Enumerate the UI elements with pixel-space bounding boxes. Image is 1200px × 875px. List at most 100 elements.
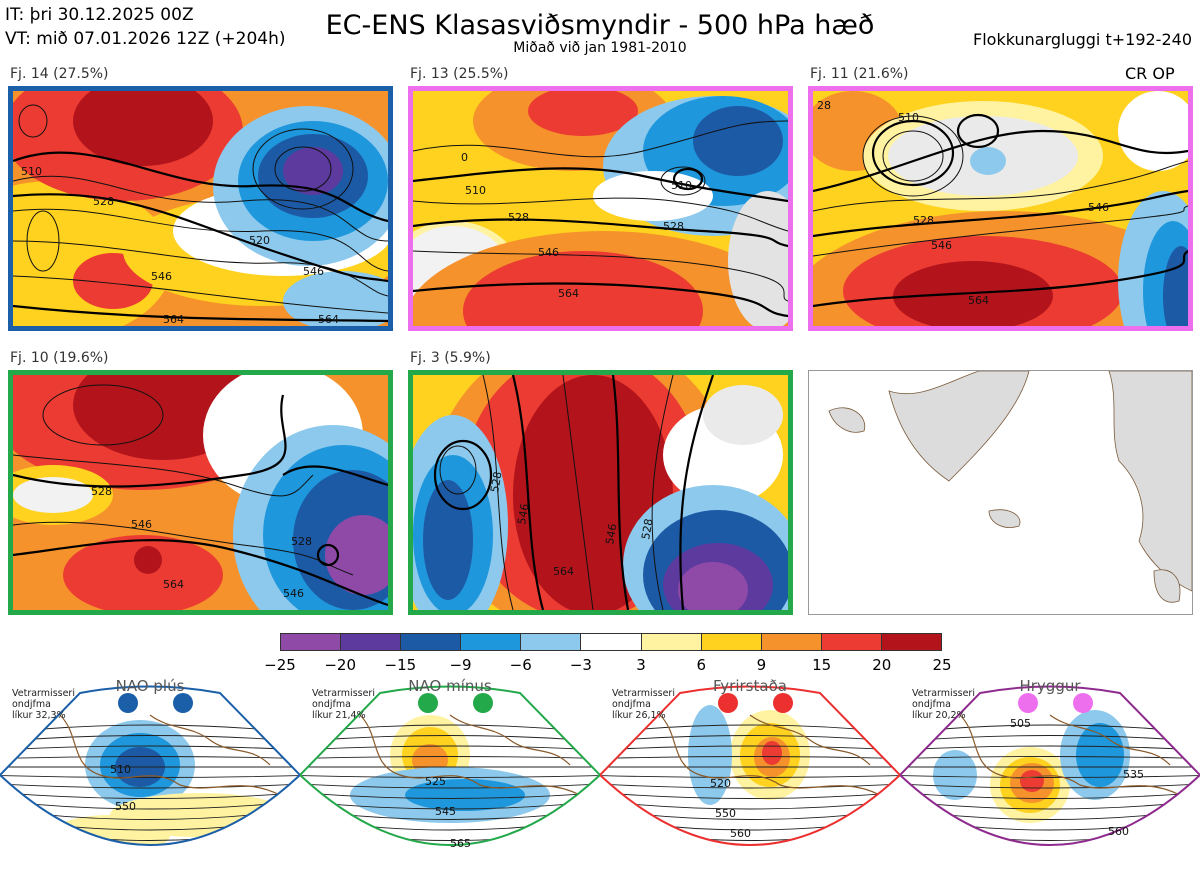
regime-panel[interactable]: 525 545 565: [298, 675, 602, 871]
colorbar-cell: [641, 634, 702, 650]
svg-text:546: 546: [151, 270, 172, 283]
regime-contour-label: 550: [115, 800, 136, 813]
regime-note-line: líkur 26,1%: [612, 710, 666, 721]
regime-marker-dot: [718, 693, 738, 713]
regime-note-line: ondjfma: [612, 699, 651, 710]
svg-text:520: 520: [249, 234, 270, 247]
panel-label-5: Fj. 3 (5.9%): [410, 350, 491, 366]
regime-note-line: líkur 21,4%: [312, 710, 366, 721]
regime-contour-label: 525: [425, 775, 446, 788]
panel-label-1: Fj. 14 (27.5%): [10, 66, 109, 82]
svg-text:510: 510: [671, 179, 692, 192]
colorbar-cell: [761, 634, 822, 650]
regime-marker-dot: [773, 693, 793, 713]
regime-marker-dot: [1073, 693, 1093, 713]
svg-text:546: 546: [515, 503, 531, 526]
base-map-empty: [808, 370, 1193, 615]
regime-note-line: Vetrarmisseri: [12, 688, 75, 699]
regime-note-line: Vetrarmisseri: [312, 688, 375, 699]
regime-note-line: líkur 32,3%: [12, 710, 66, 721]
svg-text:564: 564: [553, 565, 574, 578]
regime-title: NAO mínus: [408, 677, 492, 695]
regime-probability-note: Vetrarmisseri ondjfma líkur 21,4%: [312, 688, 375, 721]
regime-note-line: ondjfma: [12, 699, 51, 710]
svg-text:528: 528: [508, 211, 529, 224]
svg-text:528: 528: [639, 518, 655, 541]
svg-text:528: 528: [663, 220, 684, 233]
regime-panel[interactable]: 505 535 560: [898, 675, 1200, 871]
regime-title: Fyrirstaða: [713, 677, 787, 695]
cluster-map-5[interactable]: 528 546 564 546 528: [408, 370, 793, 615]
colorbar-cell: [701, 634, 762, 650]
colorbar-cell: [581, 634, 642, 650]
regime-marker-dot: [173, 693, 193, 713]
colorbar-cell: [521, 634, 582, 650]
regime-contour-label: 565: [450, 837, 471, 850]
svg-text:528: 528: [291, 535, 312, 548]
svg-text:528: 528: [913, 214, 934, 227]
svg-text:528: 528: [488, 471, 504, 494]
svg-text:546: 546: [931, 239, 952, 252]
svg-text:546: 546: [538, 246, 559, 259]
cluster-map-2[interactable]: 0 510 528 546 564 510 528: [408, 86, 793, 331]
svg-text:528: 528: [93, 195, 114, 208]
svg-text:510: 510: [465, 184, 486, 197]
regime-note-line: ondjfma: [912, 699, 951, 710]
regime-marker-dot: [1018, 693, 1038, 713]
classification-window: Flokkunargluggi t+192-240: [973, 30, 1192, 49]
colorbar-tick-label: −25: [264, 656, 296, 674]
regime-panel[interactable]: 510 550: [0, 675, 302, 871]
svg-text:0: 0: [461, 151, 468, 164]
regime-contour-label: 545: [435, 805, 456, 818]
svg-text:564: 564: [163, 578, 184, 591]
colorbar-cell: [881, 634, 942, 650]
regime-probability-note: Vetrarmisseri ondjfma líkur 20,2%: [912, 688, 975, 721]
panel-label-2: Fj. 13 (25.5%): [410, 66, 509, 82]
colorbar-cell: [341, 634, 402, 650]
svg-text:546: 546: [1088, 201, 1109, 214]
regime-probability-note: Vetrarmisseri ondjfma líkur 32,3%: [12, 688, 75, 721]
regime-title: Hryggur: [1019, 677, 1081, 695]
cluster-map-3[interactable]: 28 510 528 546 564 546: [808, 86, 1193, 331]
regime-title: NAO plús: [115, 677, 185, 695]
svg-text:546: 546: [131, 518, 152, 531]
regime-note-line: líkur 20,2%: [912, 710, 966, 721]
colorbar-cell: [281, 634, 342, 650]
colorbar-cell: [401, 634, 462, 650]
svg-text:546: 546: [303, 265, 324, 278]
colorbar-tick-label: 20: [872, 656, 892, 674]
colorbar-tick-label: 25: [932, 656, 952, 674]
svg-text:564: 564: [163, 313, 184, 326]
svg-text:528: 528: [91, 485, 112, 498]
colorbar-tick-label: −9: [449, 656, 472, 674]
regime-contour-label: 560: [730, 827, 751, 840]
colorbar: [280, 633, 942, 651]
valid-time: VT: mið 07.01.2026 12Z (+204h): [5, 29, 286, 49]
regime-marker-dot: [418, 693, 438, 713]
svg-text:510: 510: [898, 111, 919, 124]
cr-op-tag: CR OP: [1125, 64, 1175, 83]
colorbar-tick-label: 3: [636, 656, 646, 674]
svg-text:564: 564: [318, 313, 339, 326]
svg-text:510: 510: [21, 165, 42, 178]
regime-panel[interactable]: 520 550 560: [598, 675, 902, 871]
svg-text:546: 546: [603, 523, 619, 546]
regime-contour-label: 520: [710, 777, 731, 790]
panel-label-4: Fj. 10 (19.6%): [10, 350, 109, 366]
colorbar-tick-label: −15: [384, 656, 417, 674]
regime-note-line: Vetrarmisseri: [912, 688, 975, 699]
page-subtitle: Miðað við jan 1981-2010: [513, 40, 687, 56]
colorbar-cell: [821, 634, 882, 650]
svg-text:564: 564: [968, 294, 989, 307]
regime-probability-note: Vetrarmisseri ondjfma líkur 26,1%: [612, 688, 675, 721]
colorbar-tick-label: 9: [756, 656, 767, 674]
page-title: EC-ENS Klasasviðsmyndir - 500 hPa hæð: [325, 10, 875, 41]
cluster-map-4[interactable]: 528 546 564 546 528: [8, 370, 393, 615]
colorbar-tick-label: −3: [569, 656, 592, 674]
svg-text:564: 564: [558, 287, 579, 300]
cluster-map-1[interactable]: 510 528 546 564 520 546 564: [8, 86, 393, 331]
regime-contour-label: 560: [1108, 825, 1129, 838]
colorbar-cell: [461, 634, 522, 650]
colorbar-tick-label: 6: [696, 656, 707, 674]
svg-text:28: 28: [817, 99, 831, 112]
